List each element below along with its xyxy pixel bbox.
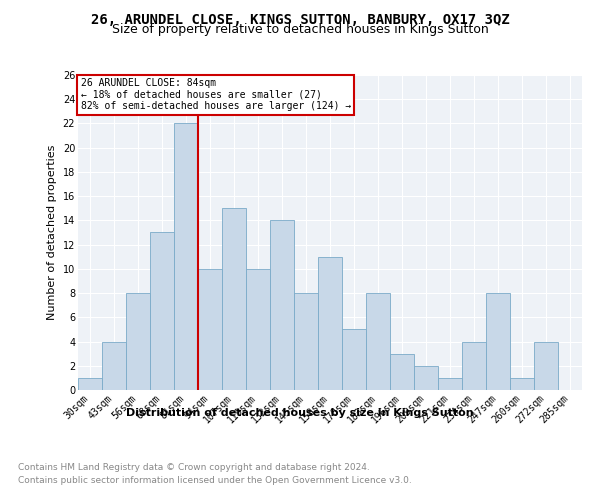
Bar xyxy=(198,269,222,390)
Text: Size of property relative to detached houses in Kings Sutton: Size of property relative to detached ho… xyxy=(112,24,488,36)
Bar xyxy=(390,354,414,390)
Bar xyxy=(510,378,534,390)
Bar xyxy=(102,342,126,390)
Bar xyxy=(126,293,150,390)
Bar xyxy=(150,232,174,390)
Bar xyxy=(270,220,294,390)
Bar xyxy=(78,378,102,390)
Bar xyxy=(534,342,558,390)
Bar xyxy=(486,293,510,390)
Bar xyxy=(342,330,366,390)
Text: 26 ARUNDEL CLOSE: 84sqm
← 18% of detached houses are smaller (27)
82% of semi-de: 26 ARUNDEL CLOSE: 84sqm ← 18% of detache… xyxy=(80,78,351,112)
Text: Contains public sector information licensed under the Open Government Licence v3: Contains public sector information licen… xyxy=(18,476,412,485)
Bar xyxy=(222,208,246,390)
Y-axis label: Number of detached properties: Number of detached properties xyxy=(47,145,57,320)
Text: Distribution of detached houses by size in Kings Sutton: Distribution of detached houses by size … xyxy=(126,408,474,418)
Text: 26, ARUNDEL CLOSE, KINGS SUTTON, BANBURY, OX17 3QZ: 26, ARUNDEL CLOSE, KINGS SUTTON, BANBURY… xyxy=(91,12,509,26)
Bar xyxy=(246,269,270,390)
Bar xyxy=(462,342,486,390)
Bar xyxy=(414,366,438,390)
Bar xyxy=(438,378,462,390)
Bar xyxy=(294,293,318,390)
Bar xyxy=(174,124,198,390)
Text: Contains HM Land Registry data © Crown copyright and database right 2024.: Contains HM Land Registry data © Crown c… xyxy=(18,462,370,471)
Bar xyxy=(366,293,390,390)
Bar xyxy=(318,256,342,390)
